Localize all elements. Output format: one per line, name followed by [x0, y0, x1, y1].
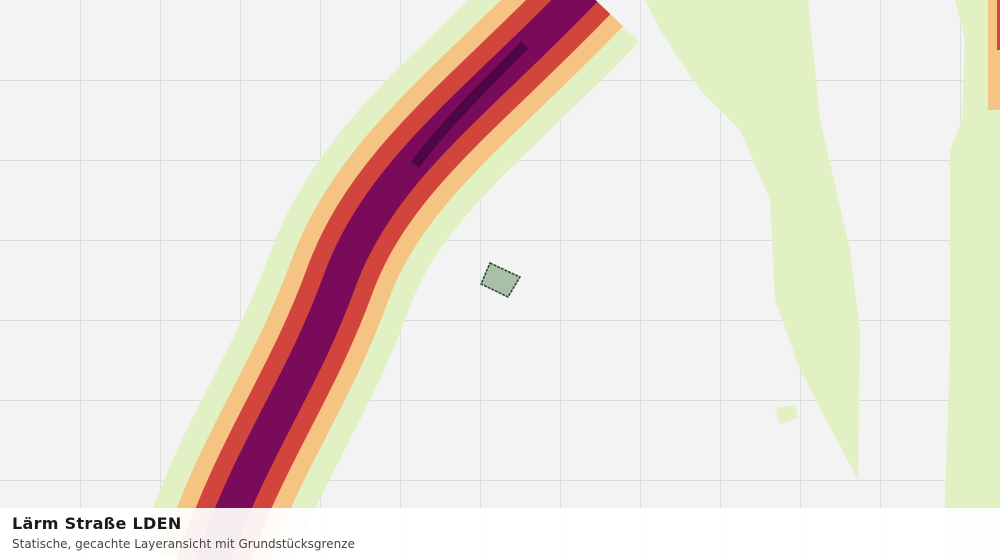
layer-title: Lärm Straße LDEN: [12, 514, 182, 533]
noise-zone-low: [645, 0, 860, 480]
caption-bar: Lärm Straße LDEN Statische, gecachte Lay…: [0, 508, 1000, 560]
noise-zone-high: [997, 0, 1000, 50]
road-noise-bands: [138, 0, 640, 560]
noise-zone-low: [945, 0, 1000, 560]
layer-subtitle: Statische, gecachte Layeransicht mit Gru…: [12, 537, 355, 551]
noise-band-75: [410, 41, 529, 168]
parcel-boundary[interactable]: [480, 261, 522, 298]
noise-zone-low: [775, 405, 798, 424]
